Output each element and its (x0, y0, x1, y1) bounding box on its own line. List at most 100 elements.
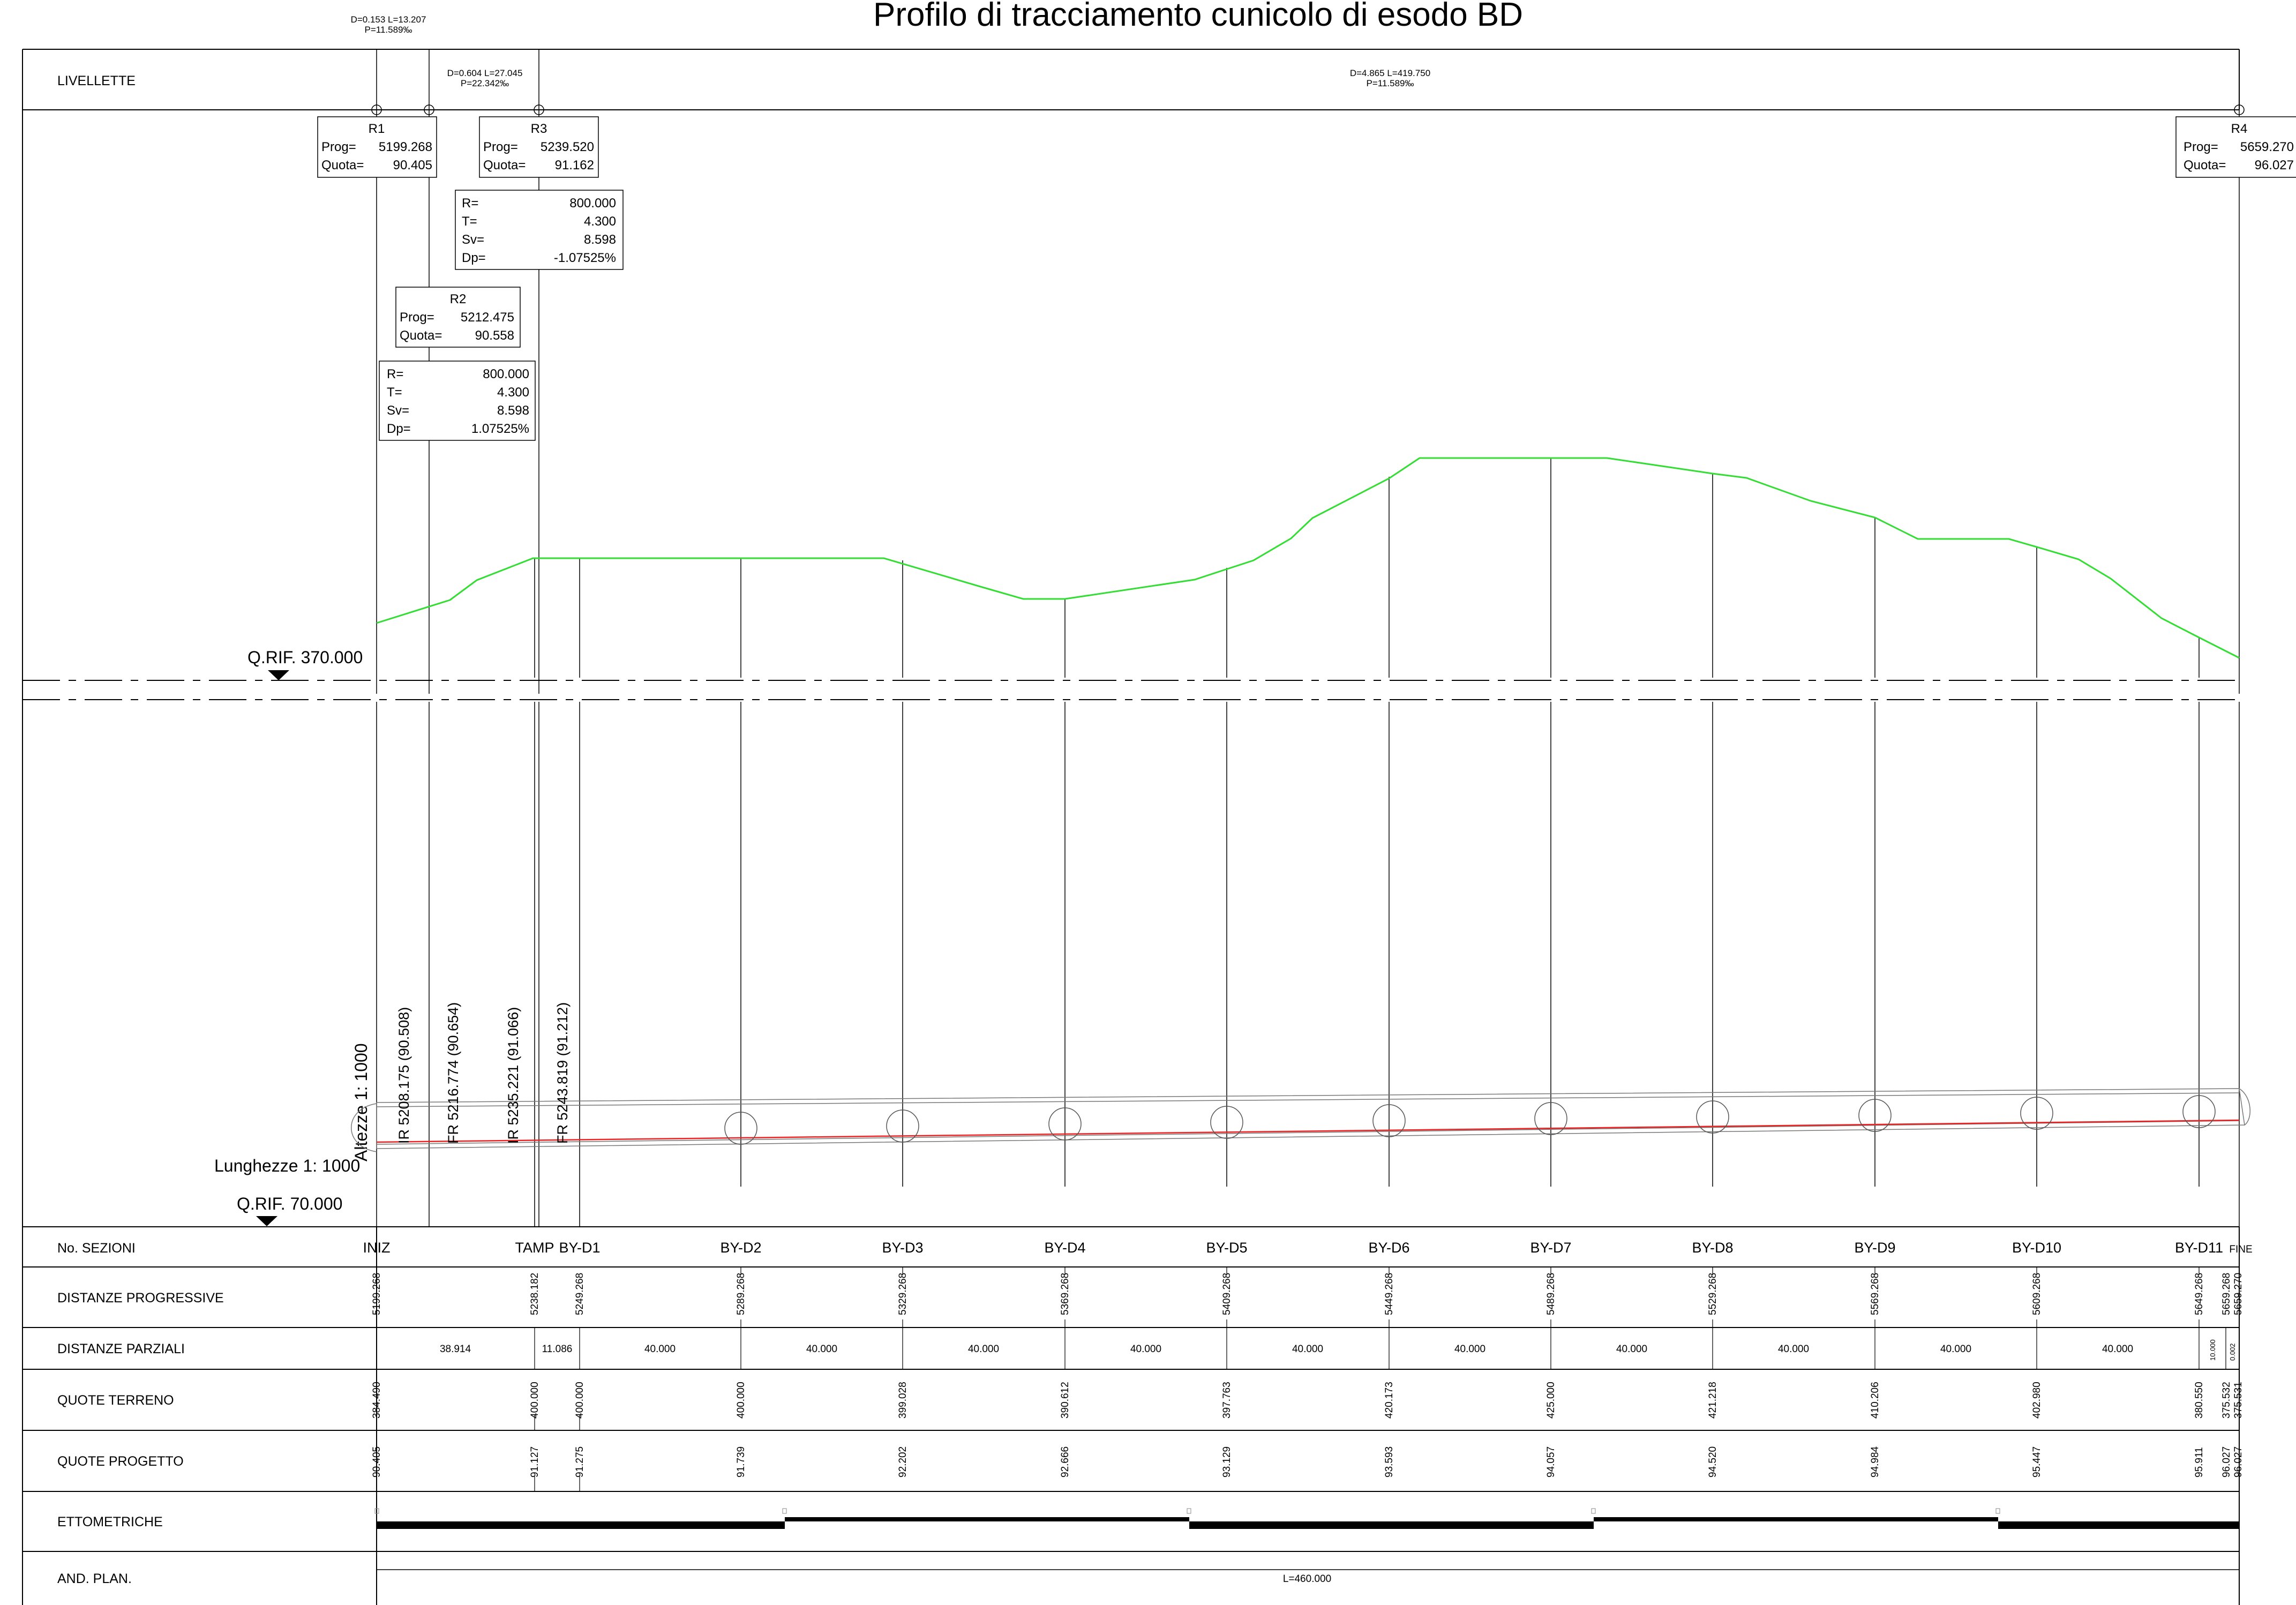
svg-text:94.984: 94.984 (1870, 1446, 1881, 1478)
svg-text:5199.268: 5199.268 (371, 1273, 382, 1315)
reference-upper-label: Q.RIF. 370.000 (247, 648, 363, 667)
svg-text:5659.270: 5659.270 (2240, 140, 2294, 154)
svg-text:Dp=: Dp= (387, 422, 411, 436)
svg-text:5489.268: 5489.268 (1545, 1273, 1557, 1315)
svg-text:Quota=: Quota= (321, 158, 364, 172)
svg-text:90.405: 90.405 (371, 1446, 382, 1478)
svg-text:0.002: 0.002 (2229, 1343, 2237, 1361)
svg-text:D=4.865 L=419.750: D=4.865 L=419.750 (1350, 68, 1430, 78)
svg-text:5238.182: 5238.182 (529, 1273, 541, 1315)
bypass-sections (724, 1095, 2216, 1145)
svg-text:BY-D9: BY-D9 (1854, 1240, 1895, 1256)
drawing-title: Profilo di tracciamento cunicolo di esod… (873, 0, 1523, 33)
svg-text:96.027: 96.027 (2255, 158, 2294, 172)
svg-text:P=11.589‰: P=11.589‰ (1366, 78, 1414, 88)
marker-label: IR 5235.221 (91.066) (505, 1007, 521, 1144)
marker-label: FR 5216.774 (90.654) (445, 1002, 461, 1144)
svg-text:93.593: 93.593 (1384, 1446, 1395, 1478)
bypass-section-symbol (2182, 1095, 2216, 1128)
table-ticks (534, 1267, 2226, 1491)
tunnel-body (351, 1088, 2250, 1152)
livellette-label: LIVELLETTE (57, 73, 136, 88)
row-label-ettometriche: ETTOMETRICHE (57, 1514, 163, 1529)
svg-text:91.275: 91.275 (574, 1446, 586, 1478)
svg-text:5529.268: 5529.268 (1707, 1273, 1719, 1315)
svg-text:91.739: 91.739 (736, 1446, 747, 1478)
marker-label: FR 5243.819 (91.212) (554, 1002, 571, 1144)
svg-text:375.532: 375.532 (2221, 1382, 2232, 1419)
svg-text:96.027: 96.027 (2233, 1446, 2244, 1478)
bypass-section-symbol (1696, 1100, 1729, 1134)
svg-text:5212.475: 5212.475 (461, 310, 514, 325)
svg-text:5659.270: 5659.270 (2233, 1273, 2244, 1315)
svg-text:5369.268: 5369.268 (1060, 1273, 1071, 1315)
svg-text:40.000: 40.000 (1292, 1344, 1323, 1355)
svg-text:T=: T= (462, 214, 477, 229)
svg-text:Prog=: Prog= (483, 140, 518, 154)
svg-text:BY-D10: BY-D10 (2012, 1240, 2061, 1256)
svg-text:390.612: 390.612 (1060, 1382, 1071, 1419)
bypass-section-symbol (886, 1109, 919, 1143)
terrain-line (376, 457, 2240, 659)
row-label-sezioni: No. SEZIONI (57, 1241, 136, 1256)
svg-text:T=: T= (387, 385, 402, 400)
svg-text:40.000: 40.000 (806, 1344, 837, 1355)
svg-text:40.000: 40.000 (968, 1344, 999, 1355)
svg-text:R1: R1 (369, 122, 385, 136)
svg-text:94.520: 94.520 (1707, 1446, 1719, 1478)
section-names: INIZ TAMP BY-D1 BY-D2 BY-D3 BY-D4 BY-D5 … (363, 1240, 2253, 1256)
svg-text:5449.268: 5449.268 (1384, 1273, 1395, 1315)
section-lines (376, 458, 2240, 1227)
svg-text:Quota=: Quota= (2184, 158, 2226, 172)
ettometriche-bars (377, 1517, 2239, 1529)
svg-text:5609.268: 5609.268 (2031, 1273, 2043, 1315)
svg-text:Quota=: Quota= (483, 158, 526, 172)
svg-text:BY-D5: BY-D5 (1206, 1240, 1247, 1256)
row-label-progetto: QUOTE PROGETTO (57, 1454, 184, 1469)
vertex-markers (371, 104, 2245, 115)
svg-text:5569.268: 5569.268 (1870, 1273, 1881, 1315)
curve-box-1: R= 800.000 T= 4.300 Sv= 8.598 Dp= -1.075… (455, 190, 624, 270)
svg-text:BY-D8: BY-D8 (1692, 1240, 1733, 1256)
marker-label: IR 5208.175 (90.508) (396, 1007, 412, 1144)
svg-text:1.07525%: 1.07525% (471, 422, 529, 436)
svg-text:400.000: 400.000 (736, 1382, 747, 1419)
svg-text:11.086: 11.086 (542, 1344, 573, 1355)
svg-text:R3: R3 (531, 122, 547, 136)
svg-text:8.598: 8.598 (497, 403, 529, 418)
svg-text:375.531: 375.531 (2233, 1382, 2244, 1419)
svg-text:425.000: 425.000 (1545, 1382, 1557, 1419)
svg-text:40.000: 40.000 (1130, 1344, 1161, 1355)
bypass-section-symbol (724, 1112, 757, 1145)
svg-text:5329.268: 5329.268 (897, 1273, 909, 1315)
svg-text:5409.268: 5409.268 (1221, 1273, 1233, 1315)
svg-text:91.127: 91.127 (529, 1446, 541, 1478)
design-axis-line (376, 1119, 2240, 1143)
svg-text:90.558: 90.558 (475, 328, 514, 343)
svg-text:Sv=: Sv= (387, 403, 409, 418)
svg-text:40.000: 40.000 (1778, 1344, 1809, 1355)
svg-text:800.000: 800.000 (483, 367, 529, 381)
vertex-box-r2: R2 Prog= 5212.475 Quota= 90.558 (395, 287, 521, 348)
design-elevation-values: 90.405 91.127 91.275 91.739 92.202 92.66… (371, 1446, 2244, 1478)
svg-text:90.405: 90.405 (393, 158, 432, 172)
row-label-and-plan: AND. PLAN. (57, 1571, 132, 1586)
svg-text:5249.268: 5249.268 (574, 1273, 586, 1315)
svg-text:40.000: 40.000 (1940, 1344, 1971, 1355)
reference-upper-symbol (268, 670, 289, 680)
svg-text:380.550: 380.550 (2194, 1382, 2205, 1419)
svg-text:40.000: 40.000 (1616, 1344, 1647, 1355)
bypass-section-symbol (1048, 1107, 1082, 1141)
svg-text:BY-D3: BY-D3 (882, 1240, 923, 1256)
bypass-section-symbol (2020, 1097, 2053, 1130)
scale-lengths: Lunghezze 1: 1000 (214, 1156, 360, 1175)
svg-text:R=: R= (387, 367, 403, 381)
svg-text:BY-D1: BY-D1 (559, 1240, 600, 1256)
svg-text:10.000: 10.000 (2209, 1339, 2217, 1361)
bypass-section-symbol (1210, 1106, 1243, 1139)
svg-text:5649.268: 5649.268 (2194, 1273, 2205, 1315)
svg-text:38.914: 38.914 (440, 1344, 471, 1355)
svg-text:421.218: 421.218 (1707, 1382, 1719, 1419)
svg-text:94.057: 94.057 (1545, 1446, 1557, 1478)
svg-text:Quota=: Quota= (400, 328, 442, 343)
